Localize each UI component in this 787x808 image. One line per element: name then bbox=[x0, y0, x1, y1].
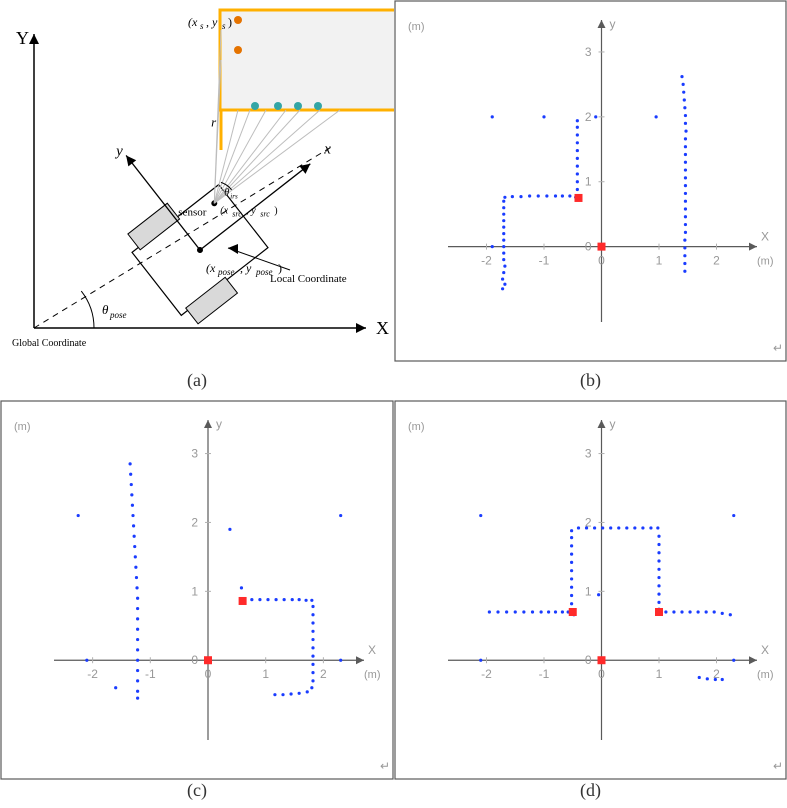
svg-text:3: 3 bbox=[191, 447, 198, 461]
svg-text:2: 2 bbox=[713, 254, 720, 268]
panel-b: -2 -1 0 1 2 0 1 2 3 X (m) y (m) ↵ bbox=[394, 0, 787, 362]
svg-text:y: y bbox=[216, 417, 222, 431]
svg-text:, y: , y bbox=[246, 205, 256, 216]
svg-text:-2: -2 bbox=[481, 254, 492, 268]
svg-text:2: 2 bbox=[320, 667, 327, 681]
svg-text:-1: -1 bbox=[145, 667, 156, 681]
svg-text:2: 2 bbox=[191, 515, 198, 529]
scatter-b: -2 -1 0 1 2 0 1 2 3 X (m) y (m) ↵ bbox=[394, 0, 787, 362]
caption-a: (a) bbox=[0, 370, 394, 391]
svg-text:irs: irs bbox=[230, 192, 238, 200]
panel-d: -2-10120123X(m)y(m)↵ bbox=[394, 400, 787, 780]
svg-text:(x: (x bbox=[188, 15, 198, 29]
svg-text:1: 1 bbox=[656, 254, 663, 268]
svg-text:1: 1 bbox=[656, 667, 663, 681]
svg-text:X: X bbox=[368, 643, 376, 657]
svg-text:-2: -2 bbox=[481, 667, 492, 681]
svg-text:, y: , y bbox=[240, 261, 252, 275]
svg-text:-1: -1 bbox=[539, 254, 550, 268]
scatter-d: -2-10120123X(m)y(m)↵ bbox=[394, 400, 787, 780]
svg-text:0: 0 bbox=[191, 653, 198, 667]
svg-text:y: y bbox=[114, 143, 123, 159]
svg-text:0: 0 bbox=[205, 667, 212, 681]
panel-a: XYGlobal Coordinateθposexysensor(xsrc, y… bbox=[0, 0, 394, 362]
svg-text:1: 1 bbox=[585, 175, 592, 189]
svg-text:X: X bbox=[761, 643, 769, 657]
svg-text:s: s bbox=[200, 21, 204, 31]
svg-text:(x: (x bbox=[206, 261, 216, 275]
svg-text:1: 1 bbox=[191, 584, 198, 598]
svg-text:pose: pose bbox=[217, 267, 235, 277]
svg-text:y: y bbox=[610, 17, 616, 31]
svg-text:-2: -2 bbox=[87, 667, 98, 681]
svg-text:1: 1 bbox=[585, 584, 592, 598]
svg-text:x: x bbox=[323, 142, 331, 158]
svg-text:(x: (x bbox=[220, 205, 228, 216]
svg-text:θ: θ bbox=[102, 302, 109, 317]
svg-text:(m): (m) bbox=[757, 669, 774, 681]
svg-text:3: 3 bbox=[585, 447, 592, 461]
svg-text:src: src bbox=[232, 209, 242, 218]
diagram-a: XYGlobal Coordinateθposexysensor(xsrc, y… bbox=[0, 0, 394, 362]
svg-text:Y: Y bbox=[16, 28, 29, 48]
svg-text:0: 0 bbox=[585, 653, 592, 667]
svg-text:X: X bbox=[376, 318, 389, 338]
svg-text:↵: ↵ bbox=[380, 759, 390, 773]
svg-text:s: s bbox=[222, 21, 226, 31]
svg-text:0: 0 bbox=[585, 240, 592, 254]
svg-text:src: src bbox=[260, 209, 270, 218]
svg-text:1: 1 bbox=[262, 667, 269, 681]
svg-text:Local Coordinate: Local Coordinate bbox=[270, 273, 347, 285]
svg-text:(m): (m) bbox=[408, 421, 425, 433]
svg-text:): ) bbox=[274, 205, 277, 216]
svg-text:0: 0 bbox=[598, 254, 605, 268]
svg-text:(m): (m) bbox=[408, 21, 425, 33]
svg-text:-1: -1 bbox=[539, 667, 550, 681]
caption-b: (b) bbox=[394, 370, 787, 391]
caption-d: (d) bbox=[394, 780, 787, 801]
svg-text:0: 0 bbox=[598, 667, 605, 681]
panel-c: -2 -1 0 1 2 0 1 2 3 X (m) y (m) ↵ bbox=[0, 400, 394, 780]
svg-text:X: X bbox=[761, 230, 769, 244]
scatter-c: -2 -1 0 1 2 0 1 2 3 X (m) y (m) ↵ bbox=[0, 400, 394, 780]
svg-text:sensor: sensor bbox=[178, 206, 206, 218]
svg-text:pose: pose bbox=[109, 310, 127, 320]
svg-text:2: 2 bbox=[585, 110, 592, 124]
svg-text:r: r bbox=[211, 115, 217, 130]
caption-c: (c) bbox=[0, 780, 394, 801]
svg-text:, y: , y bbox=[206, 15, 218, 29]
svg-text:3: 3 bbox=[585, 45, 592, 59]
svg-text:(m): (m) bbox=[364, 669, 381, 681]
svg-text:(m): (m) bbox=[757, 256, 774, 268]
svg-text:Global Coordinate: Global Coordinate bbox=[12, 338, 87, 349]
svg-text:θ: θ bbox=[224, 187, 229, 198]
svg-text:): ) bbox=[228, 15, 232, 29]
svg-text:↵: ↵ bbox=[773, 341, 783, 355]
svg-text:↵: ↵ bbox=[773, 759, 783, 773]
svg-text:(m): (m) bbox=[14, 421, 31, 433]
svg-text:y: y bbox=[610, 417, 616, 431]
